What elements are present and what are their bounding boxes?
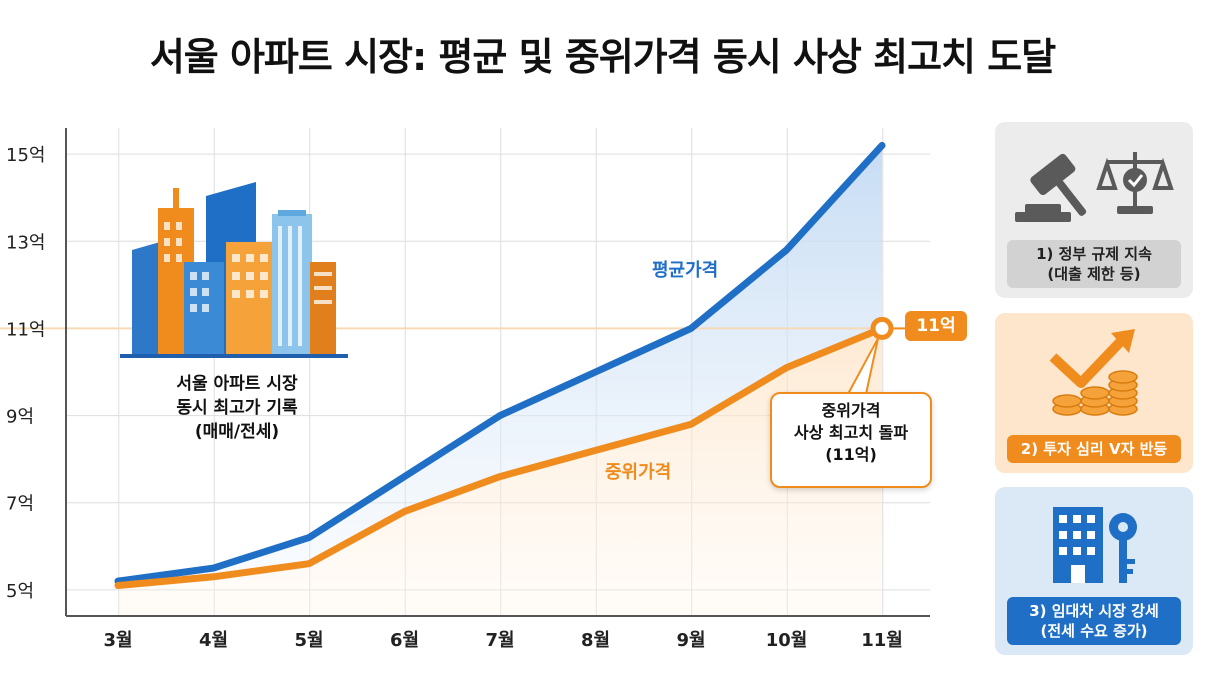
y-tick-label: 9억 [6,407,34,428]
y-tick-label: 15억 [6,145,45,166]
city-buildings-icon [120,182,348,358]
buildings-caption: 서울 아파트 시장 동시 최고가 기록 (매매/전세) [142,372,332,444]
line-chart: 5억 7억 9억 11억 13억 15억 3월 4월 5월 6월 7월 8월 9월 10월 11월 [0,128,930,651]
x-tick-label: 11월 [861,630,903,651]
y-tick-label: 13억 [6,232,45,253]
factor-card-caption: 3) 임대차 시장 강세 (전세 수요 증가) [1007,597,1181,645]
median-record-callout: 중위가격 사상 최고치 돌파 (11억) [770,392,932,488]
factor-card-rental: 3) 임대차 시장 강세 (전세 수요 증가) [995,487,1193,655]
caption-line: 2) 투자 심리 V자 반등 [1020,440,1168,458]
factor-card-caption: 1) 정부 규제 지속 (대출 제한 등) [1007,240,1181,288]
factor-card-caption: 2) 투자 심리 V자 반등 [1007,435,1181,463]
axes [65,128,930,617]
buildings-caption-line: 서울 아파트 시장 [176,374,298,394]
y-tick-label: 5억 [6,581,34,602]
median-area-fill [118,328,882,616]
median-peak-point [870,316,894,340]
x-tick-label: 7월 [485,630,514,651]
median-price-line [114,324,886,589]
caption-line: 1) 정부 규제 지속 [1036,245,1152,263]
x-tick-label: 6월 [390,630,419,651]
buildings-caption-line: 동시 최고가 기록 [176,398,298,418]
x-tick-label: 8월 [581,630,610,651]
caption-line: 3) 임대차 시장 강세 [1029,602,1159,620]
factor-card-sentiment: 2) 투자 심리 V자 반등 [995,313,1193,473]
buildings-caption-line: (매매/전세) [194,422,280,442]
peak-value-badge: 11억 [905,311,967,341]
avg-price-line [114,141,886,585]
x-tick-label: 4월 [199,630,228,651]
building-key-icon [1053,507,1137,583]
avg-series-label: 평균가격 [652,260,719,281]
tick-labels: 5억 7억 9억 11억 13억 15억 3월 4월 5월 6월 7월 8월 9월 10월 11월 [6,145,903,651]
avg-area-fill [118,145,882,586]
x-tick-label: 9월 [676,630,705,651]
chart-title: 서울 아파트 시장: 평균 및 중위가격 동시 사상 최고치 도달 [149,35,1056,79]
callout-line: 중위가격 [821,401,881,420]
callout-line: (11억) [825,445,877,464]
area-fills [118,145,882,616]
x-tick-label: 5월 [294,630,323,651]
median-series-label: 중위가격 [605,462,672,483]
x-tick-label: 3월 [103,630,132,651]
factor-card-regulation: 1) 정부 규제 지속 (대출 제한 등) [995,122,1193,298]
checkmark-coins-icon [1049,329,1138,416]
callout-line: 사상 최고치 돌파 [793,423,909,442]
gavel-and-scale-icon [1015,152,1174,222]
caption-line: (전세 수요 증가) [1040,622,1148,640]
y-tick-label: 7억 [6,494,34,515]
caption-line: (대출 제한 등) [1047,265,1141,283]
median-peak-marker [846,316,905,395]
series-lines [114,141,886,589]
y-tick-label: 11억 [6,319,45,340]
x-tick-label: 10월 [766,630,808,651]
